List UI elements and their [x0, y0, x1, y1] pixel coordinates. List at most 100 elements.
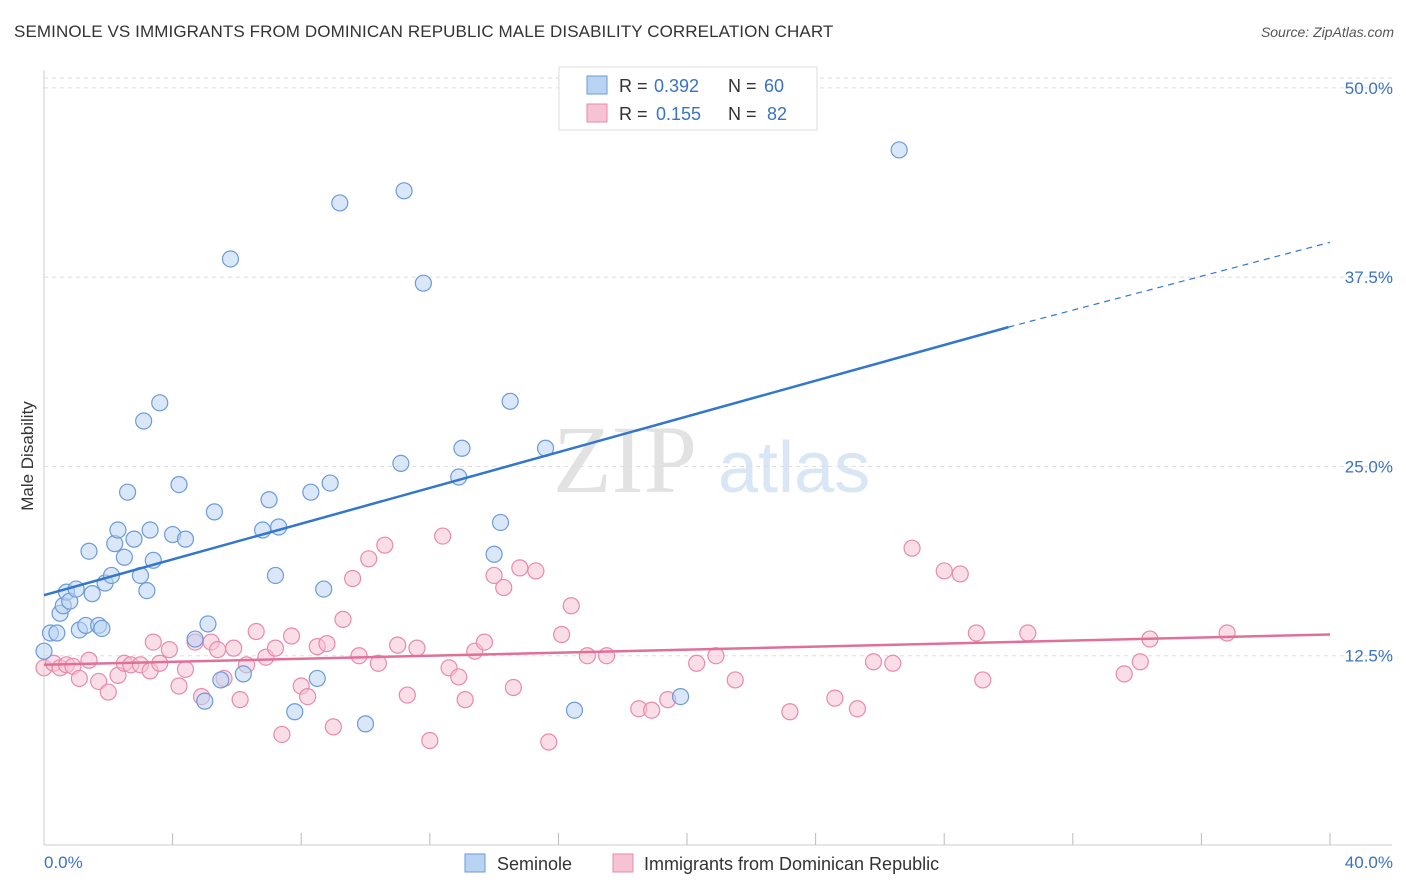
seminole-point	[302, 483, 320, 501]
dominican-point	[389, 636, 407, 654]
seminole-point	[331, 194, 349, 212]
dominican-point	[1131, 653, 1149, 671]
dominican-point	[266, 639, 285, 657]
dominican-point	[434, 527, 452, 545]
legend-n-label-seminole: N =	[728, 76, 757, 96]
seminole-point	[151, 394, 169, 412]
seminole-point	[260, 491, 278, 509]
dominican-point	[527, 562, 545, 580]
dominican-point	[1218, 624, 1236, 642]
seminole-point	[35, 642, 53, 660]
seminole-point	[196, 692, 214, 710]
seminole-point	[565, 701, 584, 719]
seminole-point	[170, 476, 188, 494]
dominican-point	[511, 559, 529, 577]
seminole-point	[141, 521, 159, 539]
dominican-point	[553, 625, 571, 644]
watermark: ZIP atlas	[553, 406, 870, 513]
dominican-point	[334, 610, 352, 628]
dominican-point	[225, 639, 243, 657]
seminole-point	[125, 530, 143, 548]
y-axis-tick-labels: 12.5% 25.0% 37.5% 50.0%	[1345, 79, 1393, 666]
seminole-point	[83, 585, 101, 603]
y-tick-label: 12.5%	[1345, 647, 1393, 666]
seminole-point	[308, 669, 326, 688]
legend-swatch-seminole	[586, 75, 608, 95]
dominican-point	[160, 641, 178, 659]
dominican-point	[398, 686, 416, 704]
dominican-point	[170, 677, 188, 695]
dominican-point	[781, 703, 799, 721]
dominican-point	[504, 678, 522, 697]
series-dominican-points	[35, 527, 1236, 751]
dominican-point	[578, 647, 596, 665]
seminole-point	[671, 687, 690, 706]
dominican-point	[884, 654, 902, 672]
dominican-point	[324, 718, 342, 736]
seminole-point	[205, 503, 223, 521]
seminole-point	[414, 274, 432, 292]
dominican-trend-line	[43, 633, 1331, 667]
y-tick-label: 25.0%	[1345, 457, 1393, 476]
dominican-point	[421, 731, 439, 750]
dominican-point	[707, 647, 725, 665]
seminole-point	[109, 521, 127, 539]
seminole-point	[138, 581, 156, 600]
x-tick-label-max: 40.0%	[1345, 853, 1393, 872]
legend-n-value-seminole: 60	[764, 76, 784, 96]
x-tick-label-min: 0.0%	[44, 853, 83, 872]
seminole-point	[286, 703, 304, 721]
dominican-point	[369, 654, 387, 672]
seminole-point	[176, 530, 195, 548]
seminole-point	[118, 483, 137, 501]
dominican-point	[231, 691, 249, 709]
seminole-point	[135, 412, 153, 430]
dominican-point	[450, 668, 468, 686]
seminole-trend-line	[43, 325, 1009, 597]
seminole-point	[395, 182, 413, 200]
chart-title: SEMINOLE VS IMMIGRANTS FROM DOMINICAN RE…	[14, 22, 834, 41]
gridlines	[44, 77, 1392, 657]
dominican-point	[598, 647, 616, 665]
dominican-point	[282, 627, 301, 645]
seminole-point	[115, 548, 133, 566]
dominican-point	[848, 700, 866, 718]
dominican-point	[826, 689, 844, 707]
y-tick-label: 37.5%	[1345, 268, 1393, 287]
dominican-point	[495, 578, 513, 597]
dominican-point	[176, 660, 195, 678]
seminole-point	[199, 615, 217, 633]
source-credit: Source: ZipAtlas.com	[1260, 24, 1394, 40]
dominican-point	[864, 653, 883, 671]
dominican-point	[485, 566, 503, 585]
dominican-point	[99, 683, 117, 701]
seminole-point	[356, 715, 375, 733]
seminole-point	[890, 141, 908, 159]
seminole-point	[221, 250, 240, 268]
legend-swatch-dominican	[586, 103, 608, 123]
y-axis-label: Male Disability	[18, 401, 37, 511]
dominican-point	[540, 733, 558, 751]
seminole-point	[266, 566, 285, 585]
dominican-point	[562, 597, 580, 615]
dominican-point	[273, 725, 291, 744]
dominican-point	[1115, 665, 1133, 683]
seminole-point	[93, 619, 111, 638]
series-legend: Seminole Immigrants from Dominican Repub…	[464, 853, 939, 874]
seminole-point	[315, 580, 333, 598]
x-axis-ticks	[172, 833, 1331, 845]
dominican-point	[90, 672, 108, 691]
seminole-point	[48, 624, 66, 642]
dominican-point	[935, 562, 953, 580]
dominican-point	[360, 550, 378, 568]
trend-lines	[43, 241, 1331, 667]
dominican-point	[299, 687, 317, 706]
dominican-point	[475, 633, 494, 651]
seminole-point	[485, 545, 503, 563]
seminole-point	[501, 392, 519, 410]
watermark-atlas: atlas	[718, 428, 870, 508]
legend-n-value-dominican: 82	[767, 104, 787, 124]
dominican-point	[903, 539, 921, 557]
legend-n-label-dominican: N =	[728, 104, 757, 124]
dominican-point	[456, 691, 474, 709]
